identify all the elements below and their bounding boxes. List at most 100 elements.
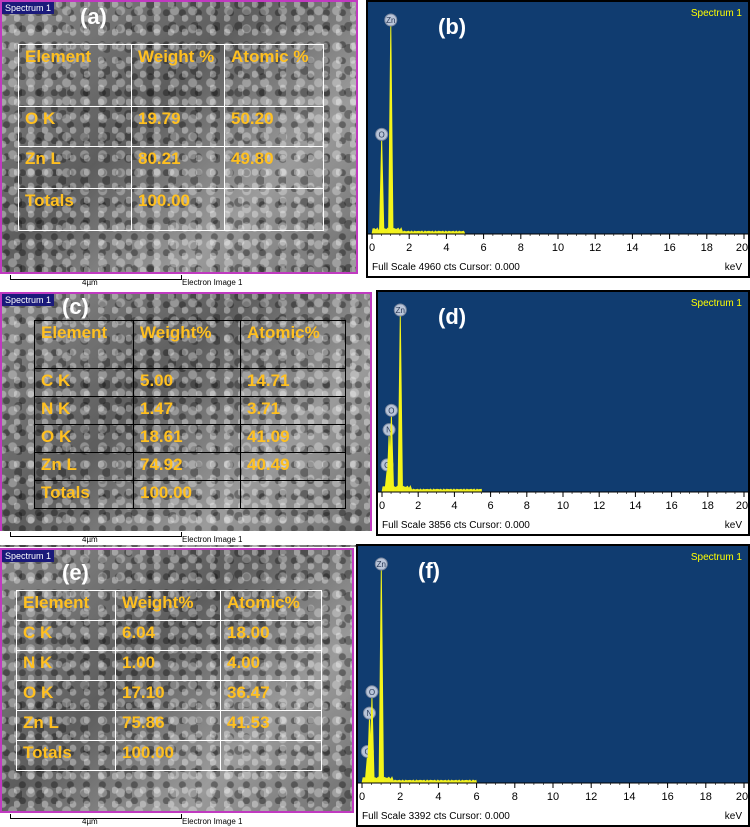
scale-length: 4µm [82, 817, 98, 826]
peak-label-n: N [386, 426, 392, 435]
x-tick-label: 0 [379, 500, 385, 512]
x-tick-label: 12 [589, 242, 601, 254]
peak-marker-o [384, 403, 398, 417]
peak-label-c: C [384, 461, 390, 470]
edx-table-c: Element Weight% Atomic% C K 5.00 14.71 N K… [34, 320, 346, 509]
spectrum-noise [371, 227, 466, 235]
x-tick-label: 16 [663, 242, 675, 254]
header-weight: Weight% [133, 320, 241, 369]
peak-label-o: O [369, 688, 375, 697]
spectrum-tag: Spectrum 1 [2, 550, 55, 562]
edx-spectrum-f: Spectrum 1 (f) C N O Zn 0 2 4 6 8 10 12 14 16 18 20 Full … [356, 544, 750, 827]
table-row: Zn L 74.92 40.49 [34, 452, 346, 481]
peak-marker-o [375, 127, 389, 141]
x-tick-label: 4 [435, 791, 441, 803]
peak-label-zn: Zn [377, 560, 386, 569]
x-tick-label: 10 [552, 242, 564, 254]
x-tick-label: 0 [369, 242, 375, 254]
table-row: O K 18.61 41.09 [34, 424, 346, 453]
peak-marker-zn [374, 557, 388, 571]
x-tick-label: 2 [397, 791, 403, 803]
scale-bar-line [10, 275, 182, 280]
sem-image-a: Spectrum 1 (a) Element Weight % Atomic %… [0, 0, 358, 288]
table-row: Totals 100.00 [18, 188, 324, 231]
spectrum-footer: Full Scale 4960 cts Cursor: 0.000 [372, 262, 520, 273]
spectrum-svg: Spectrum 1 (d) C N O Zn 0 2 4 6 8 10 12 14 16 18 20 Full … [378, 298, 748, 534]
x-tick-label: 6 [481, 242, 487, 254]
spectrum-footer: Full Scale 3392 cts Cursor: 0.000 [362, 811, 510, 822]
spectrum-title: Spectrum 1 [691, 552, 743, 563]
peak-marker-o [365, 685, 379, 699]
peak-label-n: N [367, 709, 373, 718]
header-atomic: Atomic % [224, 44, 324, 107]
peak-marker-zn [384, 13, 398, 27]
scale-bar-line [10, 532, 182, 537]
spectrum-svg: Spectrum 1 (f) C N O Zn 0 2 4 6 8 10 12 14 16 18 20 Full … [358, 552, 748, 825]
table-row: Zn L 75.86 41.53 [16, 710, 322, 741]
edx-spectrum-b: Spectrum 1 (b) O Zn 0 2 4 6 8 10 12 14 16 18 20 Full Sc… [366, 0, 750, 278]
scale-length: 4µm [82, 278, 98, 287]
table-row: C K 5.00 14.71 [34, 368, 346, 397]
sem-image-c: Spectrum 1 (c) Element Weight% Atomic% C… [0, 292, 372, 547]
x-tick-label: 2 [415, 500, 421, 512]
x-tick-label: 16 [661, 791, 673, 803]
peak-label-o: O [379, 130, 385, 139]
scale-bar-line [10, 814, 182, 819]
scale-bar: 4µm Electron Image 1 [0, 813, 354, 827]
table-row: Totals 100.00 [16, 740, 322, 771]
edx-table-a: Element Weight % Atomic % O K 19.79 50.20 … [18, 44, 324, 231]
header-element: Element [16, 590, 116, 621]
panel-label-b: (b) [438, 14, 466, 39]
sem-frame [0, 548, 354, 813]
header-element: Element [18, 44, 132, 107]
scale-bar: 4µm Electron Image 1 [0, 531, 372, 545]
panel-label-a: (a) [80, 4, 107, 29]
spectrum-title: Spectrum 1 [691, 8, 743, 19]
image-name: Electron Image 1 [182, 535, 243, 544]
x-tick-label: 14 [623, 791, 635, 803]
table-row: N K 1.00 4.00 [16, 650, 322, 681]
peak-o [378, 140, 385, 235]
x-tick-label: 18 [700, 791, 712, 803]
spectrum-footer: Full Scale 3856 cts Cursor: 0.000 [382, 520, 530, 531]
x-tick-label: 18 [701, 242, 713, 254]
table-row: C K 6.04 18.00 [16, 620, 322, 651]
sem-image-e: Spectrum 1 (e) Element Weight% Atomic% C… [0, 548, 354, 827]
peak-zn [397, 315, 403, 493]
x-tick-label: 12 [585, 791, 597, 803]
x-tick-label: 4 [451, 500, 457, 512]
x-tick-label: 8 [524, 500, 530, 512]
sem-frame [0, 0, 358, 274]
panel-label-d: (d) [438, 304, 466, 329]
x-tick-label: 0 [359, 791, 365, 803]
spectrum-tag: Spectrum 1 [2, 2, 55, 14]
spectrum-title: Spectrum 1 [691, 298, 743, 309]
x-axis-label: keV [725, 811, 743, 822]
peak-zn [388, 25, 394, 235]
table-header-row: Element Weight % Atomic % [18, 44, 324, 107]
peak-label-o: O [388, 406, 394, 415]
header-atomic: Atomic% [240, 320, 346, 369]
x-tick-label: 20 [736, 242, 748, 254]
peak-label-c: C [364, 747, 370, 756]
x-axis-label: keV [725, 520, 743, 531]
table-row: O K 19.79 50.20 [18, 106, 324, 147]
table-row: Totals 100.00 [34, 480, 346, 509]
image-name: Electron Image 1 [182, 278, 243, 287]
x-tick-label: 12 [593, 500, 605, 512]
scale-length: 4µm [82, 535, 98, 544]
x-tick-label: 6 [488, 500, 494, 512]
header-atomic: Atomic% [220, 590, 322, 621]
x-tick-label: 4 [443, 242, 449, 254]
panel-label-c: (c) [62, 294, 89, 319]
spectrum-svg: Spectrum 1 (b) O Zn 0 2 4 6 8 10 12 14 16 18 20 Full Sc… [368, 8, 748, 276]
table-row: O K 17.10 36.47 [16, 680, 322, 711]
x-tick-label: 8 [512, 791, 518, 803]
scale-bar: 4µm Electron Image 1 [0, 274, 358, 288]
edx-spectrum-d: Spectrum 1 (d) C N O Zn 0 2 4 6 8 10 12 14 16 18 20 Full … [376, 290, 750, 536]
x-tick-label: 10 [547, 791, 559, 803]
axis-area [368, 234, 748, 276]
x-axis-label: keV [725, 262, 743, 273]
table-row: Zn L 80.21 49.80 [18, 146, 324, 189]
edx-table-e: Element Weight% Atomic% C K 6.04 18.00 N K… [16, 590, 322, 771]
